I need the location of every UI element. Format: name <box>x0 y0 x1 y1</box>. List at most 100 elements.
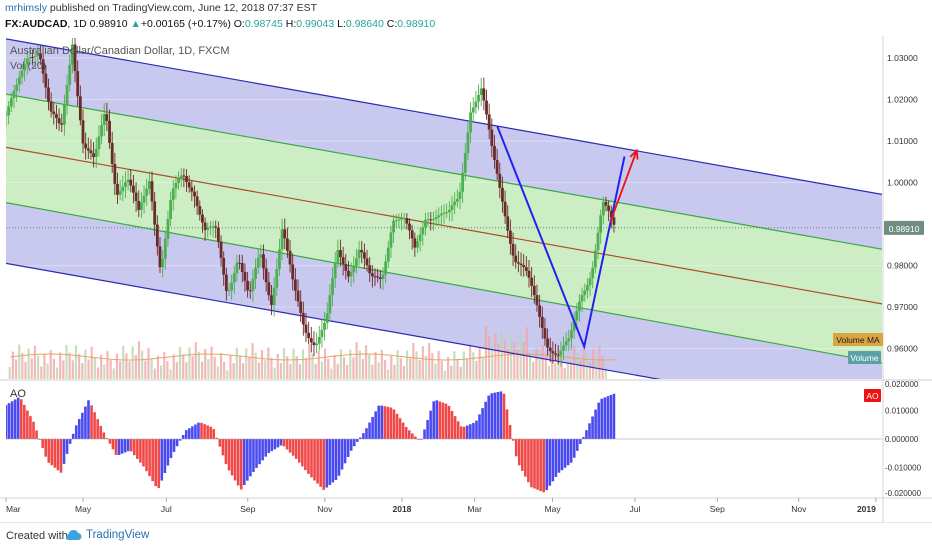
ao-bar <box>90 405 93 439</box>
ao-bar <box>377 405 381 439</box>
ao-bar <box>184 430 188 439</box>
volume-bar <box>270 357 273 379</box>
candle-body <box>389 232 393 248</box>
volume-bar <box>424 355 428 379</box>
ao-bar <box>23 404 26 439</box>
candle-body <box>76 71 80 97</box>
volume-bar <box>487 336 491 379</box>
candle-body <box>70 44 74 65</box>
volume-bar <box>308 344 311 379</box>
candle-body <box>309 338 313 343</box>
ao-bar <box>218 439 222 447</box>
chart-header: mrhimsly published on TradingView.com, J… <box>0 0 932 36</box>
candle-body <box>601 201 605 216</box>
ao-bar <box>47 439 51 463</box>
candle-body <box>567 338 571 342</box>
ao-bar <box>597 402 600 439</box>
chart-svg[interactable]: 1.03000 1.02000 1.01000 1.00000 0.98000 0.970… <box>0 36 932 522</box>
volume-bar <box>371 364 374 379</box>
ao-bar <box>475 420 478 439</box>
volume-bar <box>115 353 119 379</box>
interval[interactable]: 1D <box>73 18 87 30</box>
price-tick-label: 0.96000 <box>887 344 918 354</box>
candle-body <box>570 330 573 339</box>
candle-body <box>551 351 555 354</box>
ao-bar <box>389 407 393 439</box>
candle-body <box>516 262 520 264</box>
candle-body <box>445 212 449 214</box>
symbol[interactable]: FX:AUDCAD <box>5 18 68 30</box>
ao-bar <box>120 439 124 454</box>
ao-bar <box>157 439 161 489</box>
candle-body <box>362 252 366 259</box>
ao-bar <box>123 439 127 453</box>
candle-body <box>129 179 133 186</box>
brand-name: TradingView <box>86 529 150 541</box>
volume-bar <box>582 345 585 379</box>
candle-body <box>479 88 483 95</box>
ao-bar <box>319 439 322 487</box>
ao-bar <box>126 439 130 452</box>
ao-bar <box>524 439 527 477</box>
ao-bar <box>242 439 246 486</box>
ao-bar <box>371 416 374 439</box>
candle-body <box>41 59 45 74</box>
ao-bar <box>78 419 81 439</box>
candle-body <box>522 265 526 268</box>
ao-bar <box>603 397 607 439</box>
ao-bar <box>209 426 212 439</box>
time-tick-label: Mar <box>6 504 21 514</box>
candle-body <box>49 101 53 112</box>
candle-body <box>278 249 281 270</box>
ao-bar <box>29 416 32 439</box>
candle-body <box>73 44 77 72</box>
volume-bar <box>232 363 235 379</box>
volume-bar <box>418 360 421 379</box>
volume-bar <box>21 353 24 379</box>
ao-bar <box>557 439 561 473</box>
candle-body <box>102 114 106 125</box>
volume-bar <box>494 333 497 379</box>
ao-bar <box>230 439 234 476</box>
price-pane[interactable] <box>5 36 882 419</box>
candle-body <box>453 201 457 206</box>
ao-bar <box>169 439 173 459</box>
candle-body <box>52 111 56 115</box>
volume-bar <box>71 360 74 379</box>
volume-bar <box>11 351 14 379</box>
volume-bar <box>409 358 412 379</box>
price-tick-label: 0.97000 <box>887 302 918 312</box>
candle-body <box>365 258 369 266</box>
ao-bar <box>26 410 29 439</box>
volume-bar <box>160 365 163 379</box>
volume-bar <box>339 349 342 379</box>
ao-bar <box>542 439 545 493</box>
ao-bar <box>261 439 264 461</box>
volume-bar <box>604 366 607 379</box>
projection-arrow-head <box>629 148 639 160</box>
tradingview-logo[interactable]: TradingView <box>64 529 149 541</box>
candle-body <box>182 175 186 177</box>
volume-bar <box>428 342 431 379</box>
ao-bar <box>148 439 151 477</box>
candle-body <box>203 222 207 230</box>
candle-body <box>463 153 467 173</box>
volume-bar <box>383 359 387 379</box>
ao-pane[interactable] <box>5 391 882 493</box>
candle-body <box>124 182 127 187</box>
last-price-badge-text: 0.98910 <box>889 224 920 234</box>
ao-bar <box>569 439 573 463</box>
candle-body <box>370 273 374 277</box>
candle-body <box>530 277 534 286</box>
ao-bar <box>187 428 191 439</box>
author-link[interactable]: mrhimsly <box>5 2 47 14</box>
candle-body <box>538 305 542 317</box>
volume-bar <box>560 358 563 379</box>
ao-bar <box>356 439 359 442</box>
ao-bar <box>340 439 344 470</box>
chart-area[interactable]: 1.03000 1.02000 1.01000 1.00000 0.98000 0.970… <box>0 36 932 522</box>
volume-bar <box>333 354 336 379</box>
candle-body <box>150 181 154 202</box>
ao-bar <box>297 439 301 463</box>
volume-bar <box>93 357 96 379</box>
